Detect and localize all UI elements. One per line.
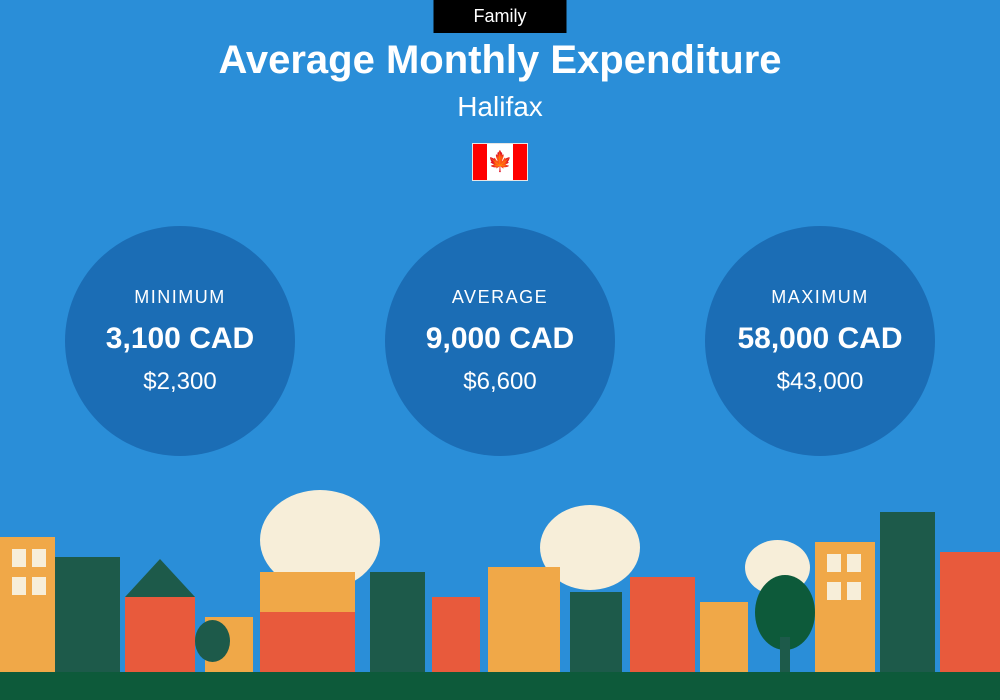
stat-average: AVERAGE 9,000 CAD $6,600 bbox=[385, 226, 615, 456]
ground-icon bbox=[0, 672, 1000, 700]
stat-value-local: 3,100 CAD bbox=[106, 322, 254, 356]
stats-row: MINIMUM 3,100 CAD $2,300 AVERAGE 9,000 C… bbox=[0, 226, 1000, 456]
canada-flag-icon: 🍁 bbox=[472, 143, 528, 181]
stat-value-usd: $2,300 bbox=[143, 368, 216, 396]
building-icon bbox=[370, 572, 425, 672]
tree-icon bbox=[195, 620, 230, 662]
building-icon bbox=[815, 542, 875, 672]
building-icon bbox=[0, 537, 55, 672]
building-icon bbox=[125, 597, 195, 672]
page-title: Average Monthly Expenditure bbox=[0, 38, 1000, 83]
stat-minimum: MINIMUM 3,100 CAD $2,300 bbox=[65, 226, 295, 456]
stat-label: MINIMUM bbox=[134, 287, 225, 308]
stat-value-local: 58,000 CAD bbox=[737, 322, 902, 356]
building-icon bbox=[940, 552, 1000, 672]
building-icon bbox=[260, 612, 355, 672]
stat-label: AVERAGE bbox=[452, 287, 548, 308]
stat-maximum: MAXIMUM 58,000 CAD $43,000 bbox=[705, 226, 935, 456]
building-icon bbox=[700, 602, 748, 672]
stat-value-usd: $43,000 bbox=[777, 368, 864, 396]
city-name: Halifax bbox=[0, 91, 1000, 123]
building-icon bbox=[570, 592, 622, 672]
stat-value-local: 9,000 CAD bbox=[426, 322, 574, 356]
building-icon bbox=[488, 567, 560, 672]
cityscape-illustration bbox=[0, 470, 1000, 700]
stat-value-usd: $6,600 bbox=[463, 368, 536, 396]
stat-label: MAXIMUM bbox=[771, 287, 869, 308]
category-badge: Family bbox=[434, 0, 567, 33]
building-icon bbox=[630, 577, 695, 672]
tree-trunk-icon bbox=[780, 637, 790, 672]
building-icon bbox=[880, 512, 935, 672]
maple-leaf-icon: 🍁 bbox=[488, 152, 513, 172]
building-icon bbox=[432, 597, 480, 672]
roof-icon bbox=[125, 559, 195, 597]
building-icon bbox=[55, 557, 120, 672]
building-icon bbox=[260, 572, 355, 612]
